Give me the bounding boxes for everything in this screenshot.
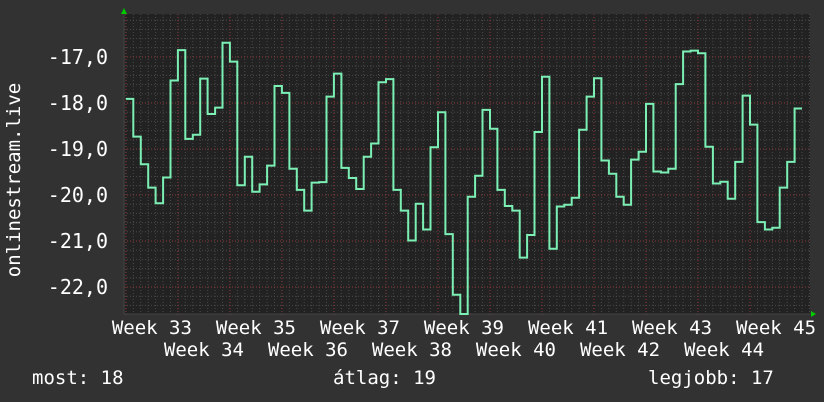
y-tick-label: -21,0 bbox=[48, 229, 108, 253]
x-tick-label: Week 45 bbox=[736, 317, 816, 339]
x-tick-label: Week 39 bbox=[424, 317, 504, 339]
x-tick-label: Week 44 bbox=[684, 339, 764, 361]
x-axis-arrow-icon bbox=[811, 311, 816, 317]
legend-current: most: 18 bbox=[32, 367, 124, 389]
series-line bbox=[125, 41, 802, 315]
x-tick-label: Week 42 bbox=[580, 339, 660, 361]
y-tick-label: -20,0 bbox=[48, 183, 108, 207]
x-tick-label: Week 33 bbox=[112, 317, 192, 339]
x-tick-label: Week 37 bbox=[320, 317, 400, 339]
x-tick-label: Week 40 bbox=[476, 339, 556, 361]
legend-best: legjobb: 17 bbox=[648, 367, 774, 389]
x-tick-label: Week 36 bbox=[268, 339, 348, 361]
x-tick-label: Week 38 bbox=[372, 339, 452, 361]
legend-average: átlag: 19 bbox=[333, 367, 436, 389]
y-tick-label: -18,0 bbox=[48, 91, 108, 115]
x-tick-label: Week 34 bbox=[164, 339, 244, 361]
y-axis-ticks: -17,0 -18,0 -19,0 -20,0 -21,0 -22,0 bbox=[48, 45, 108, 299]
x-tick-label: Week 43 bbox=[632, 317, 712, 339]
y-axis-arrow-icon bbox=[121, 8, 127, 14]
y-tick-label: -17,0 bbox=[48, 45, 108, 69]
y-axis-label: onlinestream.live bbox=[3, 83, 25, 277]
x-tick-label: Week 35 bbox=[216, 317, 296, 339]
y-tick-label: -19,0 bbox=[48, 137, 108, 161]
x-tick-label: Week 41 bbox=[528, 317, 608, 339]
y-tick-label: -22,0 bbox=[48, 275, 108, 299]
